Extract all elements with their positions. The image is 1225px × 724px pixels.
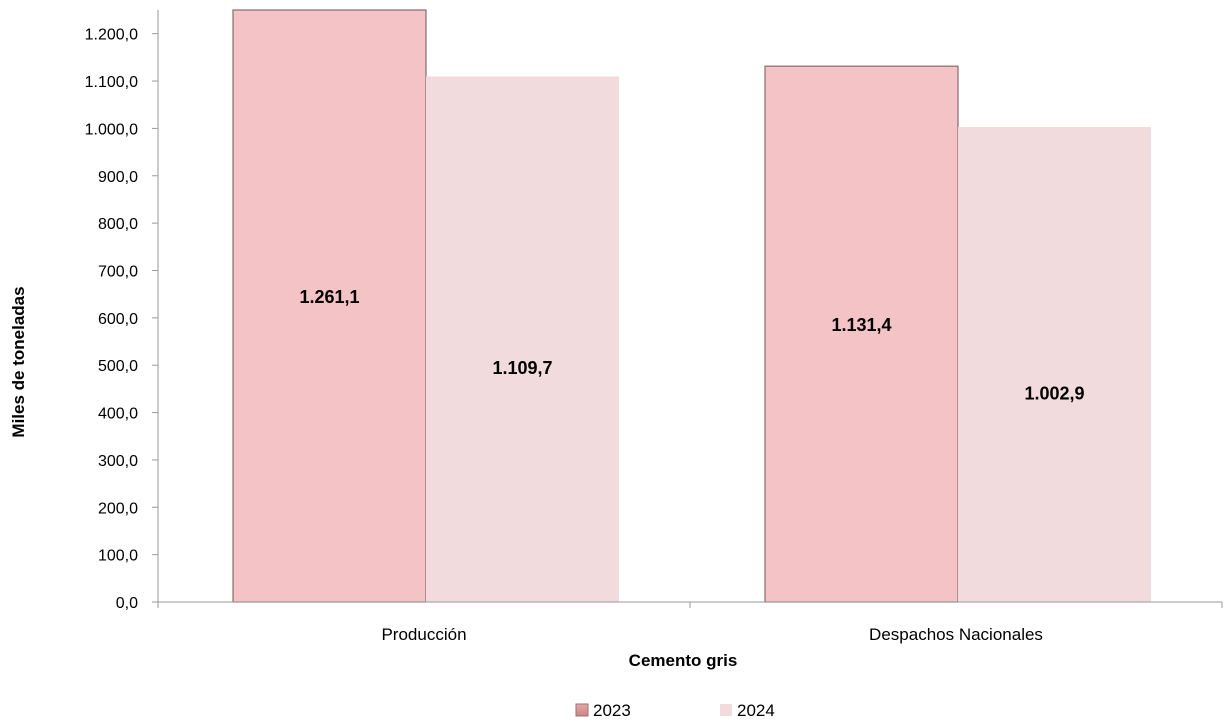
bar-2024-1 — [958, 127, 1151, 603]
legend-swatch-2023 — [575, 703, 589, 717]
x-axis: Producción Despachos Nacionales — [157, 601, 1223, 644]
data-label-2024-0: 1.109,7 — [492, 358, 552, 378]
data-label-2024-1: 1.002,9 — [1024, 384, 1084, 404]
data-labels-group: 1.261,1 1.109,7 1.131,4 1.002,9 — [299, 287, 1084, 404]
y-tick-label: 900,0 — [98, 169, 138, 186]
data-label-2023-0: 1.261,1 — [299, 287, 359, 307]
y-tick-label: 0,0 — [116, 595, 138, 612]
y-tick-label: 700,0 — [98, 263, 138, 280]
y-axis: 0,0 100,0 200,0 300,0 400,0 500,0 600,0 700,0 80… — [85, 10, 159, 612]
y-tick-label: 1.100,0 — [85, 74, 138, 91]
y-tick-label: 800,0 — [98, 216, 138, 233]
y-tick-label: 1.200,0 — [85, 27, 138, 44]
legend-label-2024: 2024 — [737, 701, 775, 720]
y-tick-label: 1.000,0 — [85, 121, 138, 138]
x-axis-title: Cemento gris — [629, 651, 738, 670]
y-tick-label: 400,0 — [98, 406, 138, 423]
legend-label-2023: 2023 — [593, 701, 631, 720]
bar-2023-0 — [232, 9, 427, 603]
y-tick-label: 500,0 — [98, 358, 138, 375]
data-label-2023-1: 1.131,4 — [831, 315, 891, 335]
x-category-label: Despachos Nacionales — [869, 625, 1043, 644]
legend: 2023 2024 — [575, 701, 775, 720]
bar-2024-0 — [426, 76, 619, 602]
y-tick-label: 100,0 — [98, 548, 138, 565]
bar-2023-1 — [764, 65, 959, 603]
y-tick-label: 200,0 — [98, 500, 138, 517]
y-tick-label: 600,0 — [98, 311, 138, 328]
y-tick-label: 300,0 — [98, 453, 138, 470]
legend-swatch-2024 — [720, 704, 732, 716]
x-category-label: Producción — [381, 625, 466, 644]
bars-group — [232, 9, 1151, 603]
y-axis-title: Miles de toneladas — [9, 286, 28, 437]
